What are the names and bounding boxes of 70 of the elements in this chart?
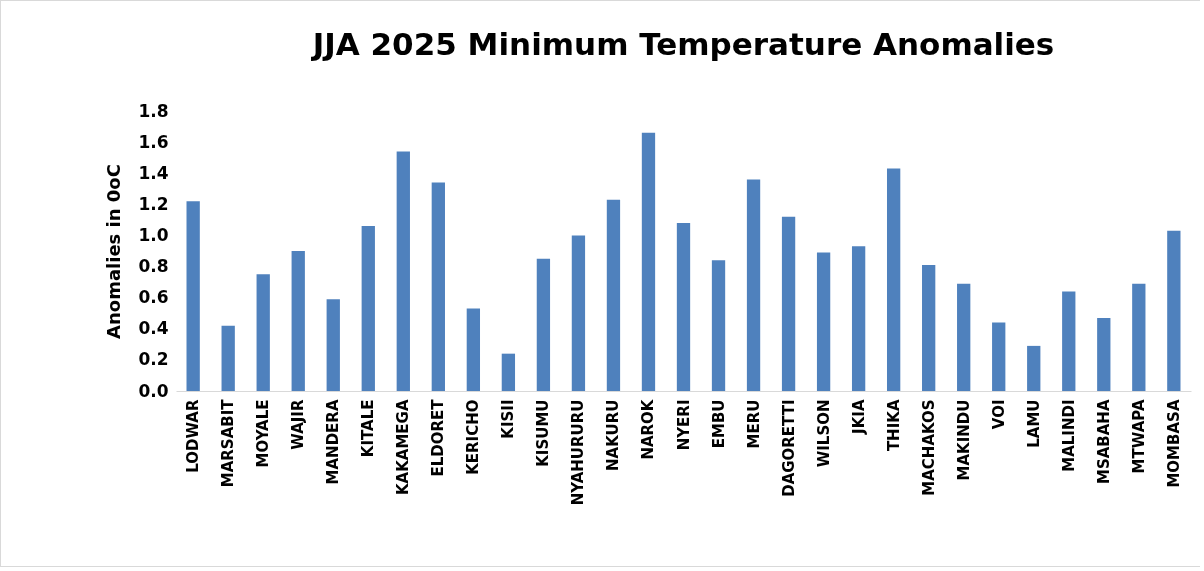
- bar: [1132, 283, 1146, 391]
- x-tick-label: MTWAPA: [1129, 399, 1148, 474]
- bar: [606, 199, 621, 391]
- bar: [1097, 317, 1111, 391]
- x-tick-label: MERU: [744, 399, 763, 449]
- y-tick-label: 0.2: [138, 349, 169, 370]
- y-tick-label: 1.6: [138, 131, 169, 152]
- x-tick-label: KERICHO: [464, 399, 483, 475]
- x-tick-label: MAKINDU: [954, 399, 973, 481]
- x-tick-label: MALINDI: [1059, 399, 1078, 472]
- x-tick-label: MANDERA: [324, 399, 343, 485]
- y-tick-label: 0.6: [138, 287, 169, 308]
- bar: [746, 179, 761, 391]
- bar: [676, 223, 691, 391]
- x-tick-label: THIKA: [884, 399, 903, 452]
- bar: [816, 252, 831, 391]
- bar: [466, 308, 481, 391]
- bar: [396, 151, 410, 391]
- bar: [361, 226, 375, 391]
- y-axis-title: Anomalies in 0oC: [103, 164, 125, 339]
- bar: [922, 265, 936, 391]
- y-tick-label: 1.0: [138, 224, 169, 245]
- x-tick-label: KITALE: [359, 399, 378, 458]
- bar: [1167, 230, 1181, 391]
- bar: [326, 299, 340, 391]
- x-tick-label: NAKURU: [604, 399, 623, 471]
- x-tick-label: MARSABIT: [219, 398, 238, 488]
- bar: [781, 216, 796, 391]
- bar: [992, 322, 1006, 391]
- bar: [851, 246, 866, 391]
- x-tick-label: MOYALE: [254, 399, 273, 468]
- bar: [571, 235, 586, 391]
- bar: [957, 283, 971, 391]
- x-tick-label: DAGORETTI: [779, 399, 798, 497]
- y-tick-label: 0.8: [138, 256, 169, 277]
- bar: [256, 274, 270, 391]
- bar: [431, 182, 445, 391]
- bar: [886, 168, 901, 391]
- x-tick-label: JKIA: [849, 399, 868, 435]
- y-tick-label: 1.2: [138, 193, 169, 214]
- y-tick-label: 1.4: [138, 162, 169, 183]
- x-tick-label: MOMBASA: [1164, 399, 1183, 488]
- bar: [501, 353, 516, 391]
- bar: [536, 258, 551, 391]
- x-tick-label: KAKAMEGA: [394, 399, 413, 496]
- chart-title: JJA 2025 Minimum Temperature Anomalies: [310, 26, 1055, 62]
- x-tick-label: MACHAKOS: [919, 399, 938, 496]
- bar: [186, 201, 200, 391]
- x-tick-label: NYERI: [674, 399, 693, 451]
- y-tick-label: 1.8: [138, 100, 169, 121]
- y-tick-label: 0.4: [138, 318, 169, 339]
- x-tick-label: KISUMU: [534, 399, 553, 467]
- bar: [1062, 291, 1076, 391]
- x-tick-label: LAMU: [1024, 399, 1043, 448]
- x-tick-label: VOI: [989, 399, 1008, 430]
- bar: [641, 132, 656, 391]
- bar: [1027, 345, 1041, 391]
- x-tick-label: EMBU: [709, 399, 728, 449]
- bar: [291, 251, 305, 391]
- bar: [221, 325, 235, 391]
- x-tick-label: NYAHURURU: [569, 399, 588, 506]
- x-tick-label: KISII: [499, 399, 518, 439]
- x-tick-label: ELDORET: [429, 398, 448, 477]
- x-tick-label: WILSON: [814, 399, 833, 468]
- bar: [711, 260, 726, 391]
- x-tick-label: WAJIR: [289, 399, 308, 450]
- y-tick-label: 0.0: [138, 380, 169, 401]
- x-tick-label: MSABAHA: [1094, 399, 1113, 485]
- x-tick-label: NAROK: [639, 398, 658, 460]
- x-tick-label: LODWAR: [184, 399, 203, 473]
